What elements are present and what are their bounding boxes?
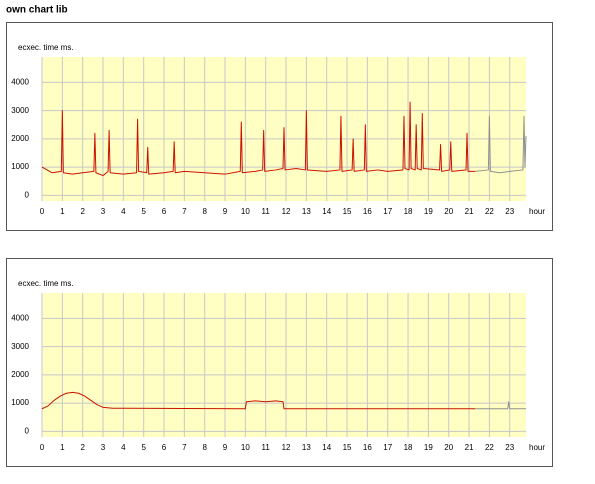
x-tick-label: 10 — [241, 207, 250, 216]
data-line — [475, 115, 527, 174]
x-tick-label: 23 — [505, 207, 514, 216]
y-tick-label: 1000 — [11, 398, 29, 407]
x-tick-label: 22 — [485, 207, 494, 216]
x-tick-label: 4 — [121, 443, 126, 452]
x-tick-label: 0 — [40, 207, 45, 216]
page-title: own chart lib — [6, 5, 68, 16]
x-tick-label: 2 — [80, 207, 85, 216]
x-tick-label: 14 — [322, 443, 331, 452]
y-tick-label: 3000 — [11, 342, 29, 351]
y-axis-label: ecxec. time ms. — [18, 43, 74, 52]
x-tick-label: 8 — [202, 207, 207, 216]
x-tick-label: 16 — [363, 207, 372, 216]
x-axis-label: hour — [529, 443, 545, 452]
x-tick-label: 4 — [121, 207, 126, 216]
x-tick-label: 15 — [343, 443, 352, 452]
plot-area — [42, 293, 526, 437]
x-tick-label: 12 — [282, 443, 291, 452]
x-tick-label: 18 — [404, 443, 413, 452]
x-tick-label: 22 — [485, 443, 494, 452]
y-tick-label: 3000 — [11, 106, 29, 115]
x-tick-label: 13 — [302, 207, 311, 216]
x-tick-label: 12 — [282, 207, 291, 216]
y-tick-label: 2000 — [11, 134, 29, 143]
x-tick-label: 0 — [40, 443, 45, 452]
x-tick-label: 16 — [363, 443, 372, 452]
y-tick-label: 4000 — [11, 78, 29, 87]
x-tick-label: 9 — [223, 443, 228, 452]
y-tick-label: 4000 — [11, 314, 29, 323]
x-tick-label: 5 — [141, 443, 146, 452]
x-tick-label: 9 — [223, 207, 228, 216]
data-line — [41, 101, 476, 177]
x-tick-label: 11 — [262, 443, 271, 452]
x-tick-label: 6 — [162, 443, 167, 452]
x-tick-label: 19 — [424, 443, 433, 452]
x-tick-label: 3 — [101, 443, 106, 452]
y-tick-label: 0 — [25, 426, 30, 435]
x-tick-label: 17 — [383, 443, 392, 452]
x-tick-label: 21 — [465, 443, 474, 452]
x-tick-label: 7 — [182, 207, 187, 216]
data-line — [41, 391, 476, 410]
x-tick-label: 3 — [101, 207, 106, 216]
x-tick-label: 6 — [162, 207, 167, 216]
x-tick-label: 1 — [60, 443, 65, 452]
y-tick-label: 2000 — [11, 370, 29, 379]
y-tick-label: 0 — [25, 190, 30, 199]
x-tick-label: 20 — [444, 207, 453, 216]
y-axis-label: ecxec. time ms. — [18, 279, 74, 288]
x-tick-label: 1 — [60, 207, 65, 216]
x-axis-label: hour — [529, 207, 545, 216]
x-tick-label: 18 — [404, 207, 413, 216]
x-tick-label: 20 — [444, 443, 453, 452]
x-tick-label: 21 — [465, 207, 474, 216]
x-tick-label: 15 — [343, 207, 352, 216]
x-tick-label: 14 — [322, 207, 331, 216]
x-tick-label: 2 — [80, 443, 85, 452]
data-line — [475, 401, 526, 410]
x-tick-label: 19 — [424, 207, 433, 216]
x-tick-label: 13 — [302, 443, 311, 452]
x-tick-label: 8 — [202, 443, 207, 452]
x-tick-label: 5 — [141, 207, 146, 216]
x-tick-label: 17 — [383, 207, 392, 216]
x-tick-label: 23 — [505, 443, 514, 452]
y-tick-label: 1000 — [11, 162, 29, 171]
x-tick-label: 11 — [262, 207, 271, 216]
x-tick-label: 7 — [182, 443, 187, 452]
x-tick-label: 10 — [241, 443, 250, 452]
